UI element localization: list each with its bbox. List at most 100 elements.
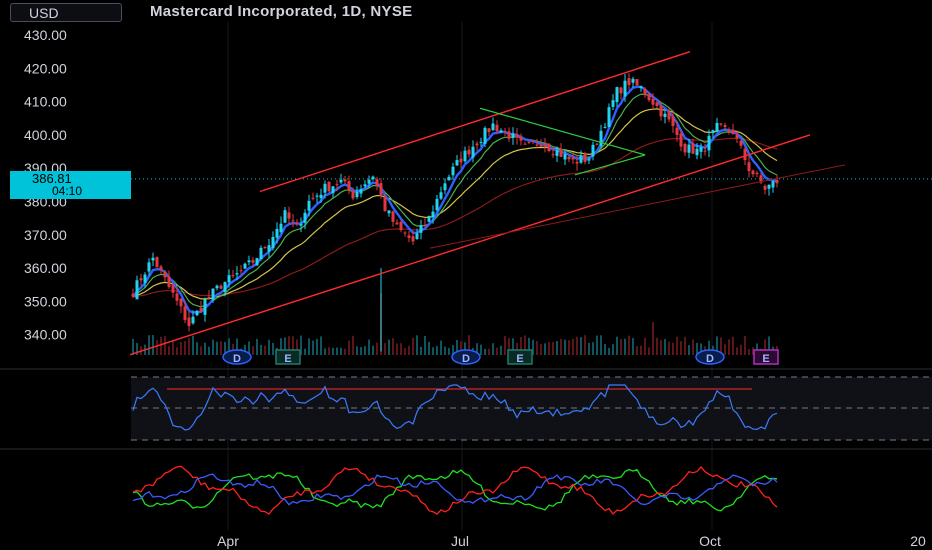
candle-body: [299, 223, 303, 226]
candle-body: [595, 143, 599, 145]
currency-selector[interactable]: USD: [10, 3, 122, 22]
candle-body: [739, 140, 743, 146]
candle-body: [467, 149, 471, 155]
candle-body: [759, 175, 763, 183]
x-axis: Apr Jul Oct 20: [217, 533, 926, 549]
candle-body: [631, 78, 635, 83]
volume-bar: [540, 344, 542, 355]
candle-body: [763, 185, 767, 190]
dividend-marker: [451, 349, 481, 365]
volume-bar: [552, 342, 554, 355]
volume-bar: [656, 337, 658, 355]
candle-body: [531, 141, 535, 143]
volume-bar: [620, 339, 622, 355]
candle-body: [699, 147, 703, 152]
volume-bar: [260, 344, 262, 355]
candle-body: [559, 148, 563, 157]
candle-body: [539, 144, 543, 147]
volume-bar: [292, 336, 294, 355]
candle-body: [651, 98, 655, 105]
candle-body: [579, 155, 583, 163]
candle-body: [355, 191, 359, 198]
volume-bar: [636, 346, 638, 355]
volume-bar: [524, 335, 526, 355]
candle-body: [219, 285, 223, 289]
marker-letter: D: [462, 353, 470, 365]
candle-body: [615, 87, 619, 103]
volume-bar: [172, 339, 174, 355]
candle-body: [511, 133, 515, 138]
candle-body: [667, 111, 671, 120]
candle-body: [707, 135, 711, 151]
volume-bar: [336, 347, 338, 355]
candle-body: [363, 184, 367, 187]
candle-body: [731, 129, 735, 135]
candle-body: [543, 144, 547, 147]
volume-bar: [284, 337, 286, 355]
candle-body: [587, 159, 591, 161]
volume-bar: [280, 338, 282, 355]
volume-bar: [572, 338, 574, 355]
volume-bar: [484, 348, 486, 355]
triangle-lower-line: [574, 154, 646, 176]
candle-body: [151, 257, 155, 261]
volume-bar: [428, 341, 430, 355]
volume-bar: [400, 343, 402, 355]
volume-bar: [660, 340, 662, 355]
candle-body: [679, 133, 683, 147]
candle-body: [459, 158, 463, 163]
candle-body: [131, 293, 135, 297]
candle-body: [655, 102, 659, 106]
volume-bar: [700, 343, 702, 355]
candle-body: [343, 179, 347, 182]
volume-bar: [388, 339, 390, 355]
candle-body: [499, 130, 503, 133]
x-tick-label: Jul: [451, 533, 469, 549]
candle-body: [379, 183, 383, 196]
earnings-marker: [275, 349, 301, 365]
volume-bar: [396, 343, 398, 355]
candle-body: [135, 280, 139, 300]
volume-bar: [364, 346, 366, 355]
currency-label: USD: [29, 5, 59, 21]
candle-body: [367, 179, 371, 184]
volume-bar: [352, 335, 354, 355]
candle-body: [487, 128, 491, 133]
volume-bar: [404, 348, 406, 355]
candle-body: [475, 143, 479, 146]
volume-bar: [264, 345, 266, 355]
volume-bar: [312, 340, 314, 355]
volume-bar: [256, 338, 258, 355]
volume-bar: [448, 347, 450, 355]
candle-body: [663, 113, 667, 117]
volume-bar: [368, 339, 370, 355]
candle-body: [767, 184, 771, 189]
volume-bar: [628, 335, 630, 355]
marker-letter: E: [284, 353, 291, 365]
volume-bar: [600, 335, 602, 355]
candle-body: [307, 200, 311, 211]
candle-body: [319, 194, 323, 198]
candle-body: [687, 144, 691, 153]
volume-bar: [204, 342, 206, 355]
candle-body: [555, 150, 559, 156]
marker-letter: D: [233, 353, 241, 365]
volume-bar: [308, 338, 310, 355]
volume-bar: [740, 344, 742, 355]
candle-body: [507, 131, 511, 139]
candle-body: [159, 266, 163, 271]
y-tick-label: 410.00: [24, 94, 67, 110]
volume-bar: [568, 340, 570, 355]
candle-body: [231, 275, 235, 277]
volume-bar: [356, 346, 358, 355]
candle-body: [339, 179, 343, 183]
candle-body: [287, 212, 291, 219]
volume-bar: [232, 343, 234, 355]
candle-body: [599, 130, 603, 147]
volume-bar: [184, 341, 186, 355]
earnings-marker: [507, 349, 533, 365]
volume-bar: [300, 335, 302, 355]
candle-body: [291, 220, 295, 222]
